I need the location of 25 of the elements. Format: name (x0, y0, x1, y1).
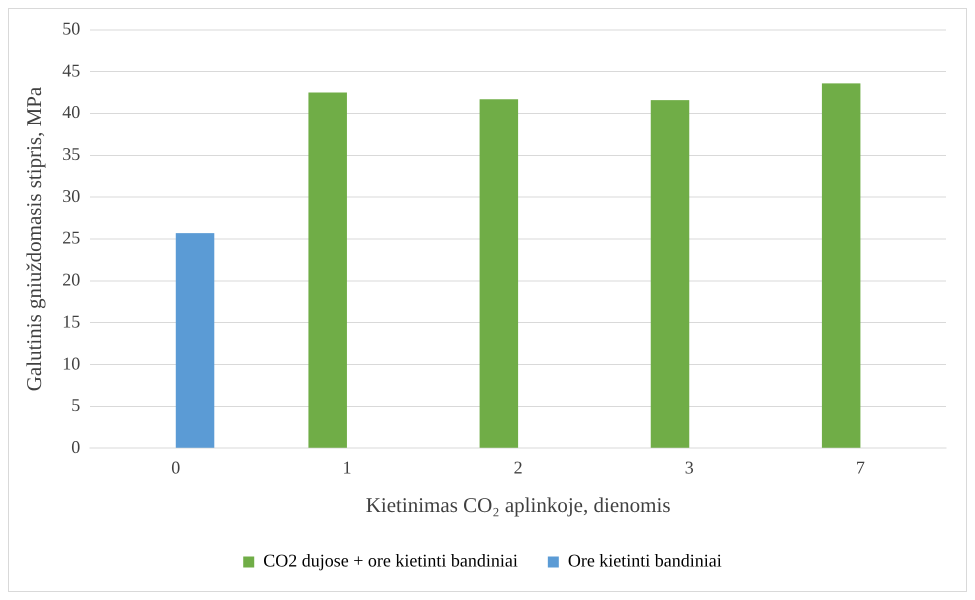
bar (822, 83, 860, 448)
y-tick-label: 50 (62, 18, 80, 39)
y-tick-label: 25 (62, 228, 80, 248)
bar (480, 99, 518, 448)
legend-label: Ore kietinti bandiniai (568, 550, 722, 571)
bar (176, 233, 214, 448)
x-axis-title: Kietinimas CO₂ aplinkoje, dienomis (366, 492, 670, 517)
x-tick-label: 3 (684, 458, 694, 478)
y-axis-title: Galutinis gniuždomasis stipris, MPa (22, 86, 46, 392)
y-tick-label: 35 (62, 144, 80, 164)
bar (650, 100, 690, 448)
x-tick-label: 0 (171, 458, 180, 478)
y-tick-label: 45 (62, 60, 80, 80)
bar (308, 92, 347, 448)
y-tick-label: 20 (62, 270, 80, 290)
x-tick-label: 1 (342, 458, 352, 478)
y-tick-label: 5 (71, 395, 80, 416)
y-tick-label: 0 (71, 436, 80, 457)
x-tick-label: 7 (856, 458, 865, 478)
y-tick-label: 10 (62, 353, 80, 374)
y-tick-label: 30 (62, 186, 80, 206)
y-tick-label: 15 (62, 311, 80, 332)
y-tick-label: 40 (62, 102, 80, 122)
legend-label: CO2 dujose + ore kietinti bandiniai (263, 550, 518, 571)
x-tick-label: 2 (514, 458, 523, 478)
